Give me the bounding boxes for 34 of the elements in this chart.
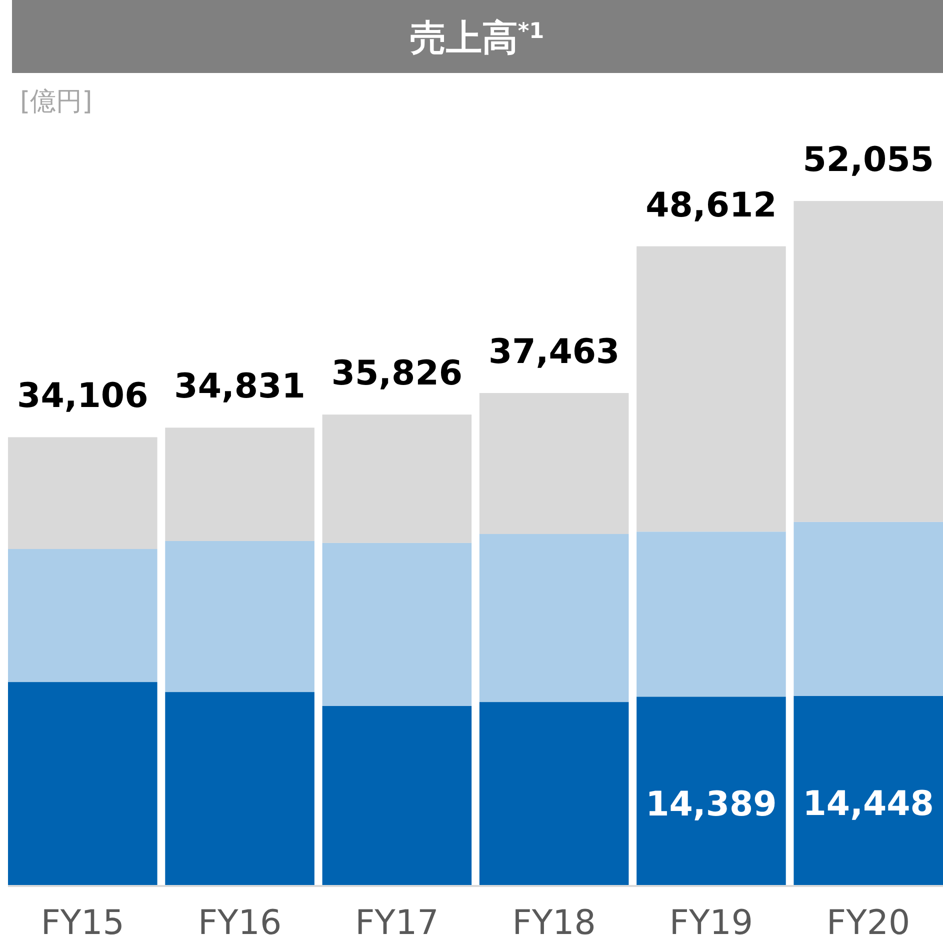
bar	[479, 393, 629, 534]
x-tick-label: FY18	[512, 903, 596, 940]
bar	[8, 437, 158, 549]
bar	[322, 542, 472, 706]
bar	[794, 696, 943, 886]
bar	[636, 696, 786, 886]
bar	[636, 246, 786, 532]
chart-title: 売上高$^{*1}$	[410, 18, 544, 59]
x-tick-label: FY20	[826, 903, 910, 940]
bar	[794, 522, 943, 696]
bar	[165, 692, 314, 886]
total-label: 34,831	[174, 366, 306, 407]
total-label: 52,055	[802, 140, 934, 180]
bar	[479, 702, 629, 886]
bar	[8, 682, 158, 886]
bar	[794, 201, 943, 522]
bar	[479, 534, 629, 702]
bar	[636, 532, 786, 697]
total-label: 48,612	[646, 185, 777, 226]
data-label: 14,448	[802, 784, 934, 824]
total-label: 34,106	[17, 376, 148, 416]
x-tick-label: FY16	[198, 903, 282, 940]
bar	[322, 414, 472, 543]
bar	[8, 548, 158, 682]
y-axis-title: [億円]	[20, 87, 92, 117]
x-tick-label: FY17	[355, 903, 439, 940]
bar	[165, 540, 314, 692]
bar	[322, 706, 472, 886]
total-label: 35,826	[331, 354, 463, 394]
x-tick-label: FY19	[669, 903, 754, 940]
bar	[165, 428, 314, 541]
total-label: 37,463	[488, 332, 620, 372]
x-tick-label: FY15	[40, 903, 124, 940]
data-label: 14,389	[646, 784, 777, 824]
